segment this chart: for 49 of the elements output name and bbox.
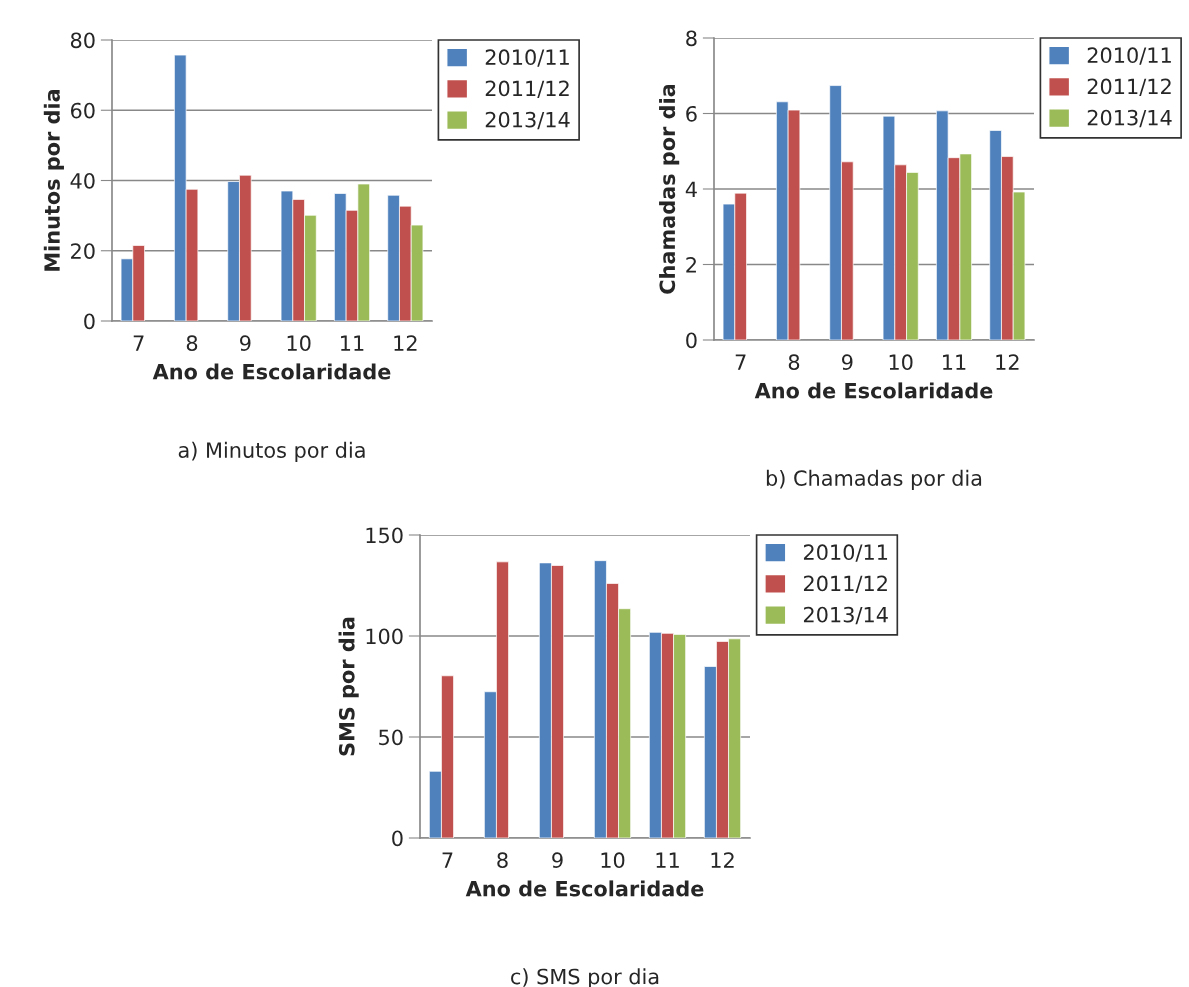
x-axis-title: Ano de Escolaridade (754, 382, 993, 399)
legend-label: 2011/12 (803, 575, 887, 593)
y-tick-label: 60 (70, 102, 95, 119)
y-tick-label: 8 (686, 30, 697, 47)
legend-label: 2013/14 (803, 606, 888, 625)
y-tick-label: 0 (84, 313, 95, 330)
legend-label: 2010/11 (485, 49, 569, 67)
text: a) Minutos por dia (178, 441, 365, 462)
x-tick-label: 9 (842, 354, 853, 371)
y-axis-title: Chamadas por dia (659, 84, 680, 294)
y-tick-label: 2 (686, 256, 696, 273)
x-tick-label: 7 (442, 852, 453, 868)
x-tick-label: 11 (943, 354, 966, 370)
y-tick-label: 0 (392, 830, 403, 847)
y-tick-label: 20 (71, 243, 95, 259)
y-axis-title: SMS por dia (338, 617, 359, 756)
legend-label: 2013/14 (1087, 109, 1172, 128)
x-tick-label: 8 (186, 335, 198, 352)
y-tick-label: 4 (685, 181, 697, 197)
x-tick-label: 7 (133, 335, 144, 351)
x-tick-label: 7 (735, 354, 746, 370)
y-tick-label: 50 (379, 729, 403, 746)
x-tick-label: 8 (497, 852, 508, 869)
x-axis-title: Ano de Escolaridade (465, 880, 704, 897)
legend-label: 2010/11 (1087, 47, 1171, 65)
y-tick-label: 6 (686, 105, 697, 122)
y-tick-label: 80 (70, 32, 95, 49)
legend-label: 2010/11 (803, 544, 888, 562)
x-tick-label: 10 (287, 335, 311, 352)
x-tick-label: 10 (601, 852, 625, 869)
x-tick-label: 9 (240, 335, 251, 352)
x-tick-label: 12 (996, 354, 1019, 370)
x-tick-label: 12 (711, 852, 734, 868)
x-tick-label: 11 (341, 335, 364, 351)
x-tick-label: 8 (788, 354, 800, 371)
x-tick-label: 10 (889, 354, 913, 371)
legend-label: 2011/12 (485, 80, 569, 98)
y-axis-title: Minutos por dia (43, 89, 64, 271)
legend-label: 2013/14 (485, 111, 570, 130)
x-axis-title: Ano de Escolaridade (152, 363, 391, 380)
y-tick-label: 100 (366, 628, 403, 645)
y-tick-label: 40 (70, 172, 95, 189)
legend-label: 2011/12 (1087, 78, 1171, 96)
y-tick-label: 150 (366, 527, 403, 544)
y-tick-label: 0 (686, 332, 697, 349)
x-tick-label: 11 (656, 852, 679, 868)
x-tick-label: 9 (552, 852, 563, 869)
x-tick-label: 12 (394, 335, 417, 351)
text: b) Chamadas por dia (766, 469, 982, 491)
